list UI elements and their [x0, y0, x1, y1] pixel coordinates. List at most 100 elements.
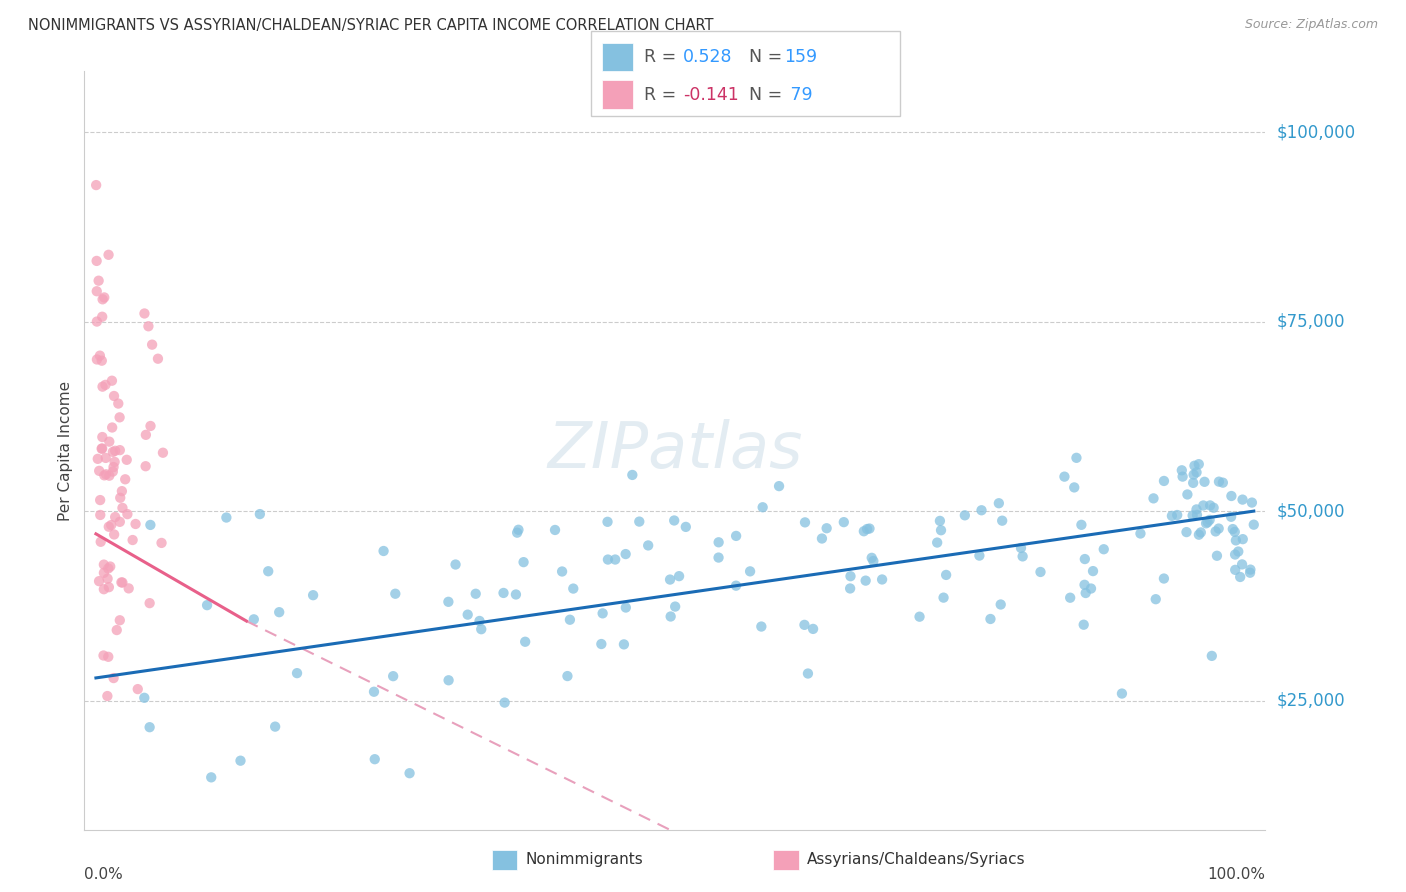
Point [1239, 563, 1261, 577]
Point [562, 582, 585, 596]
Point [364, 752, 387, 766]
Point [811, 532, 834, 546]
Point [1188, 457, 1211, 471]
Point [492, 586, 515, 600]
Point [1227, 544, 1250, 558]
Point [107, 396, 129, 410]
Point [90, 534, 112, 549]
Point [544, 523, 567, 537]
Point [139, 517, 162, 532]
Point [104, 510, 127, 524]
Point [1063, 480, 1085, 494]
Point [1129, 526, 1152, 541]
Point [794, 516, 817, 530]
Point [124, 516, 146, 531]
Point [384, 587, 406, 601]
Point [100, 518, 122, 533]
Point [108, 443, 131, 458]
Point [98, 559, 121, 574]
Point [1188, 527, 1211, 541]
Point [118, 582, 141, 596]
Point [1222, 522, 1244, 536]
Point [97, 248, 120, 262]
Point [114, 472, 136, 486]
Point [1070, 517, 1092, 532]
Point [1175, 525, 1198, 540]
Point [249, 507, 271, 521]
Point [839, 582, 862, 596]
Point [628, 515, 651, 529]
Point [91, 442, 114, 456]
Point [508, 523, 530, 537]
Point [987, 496, 1010, 510]
Point [1144, 592, 1167, 607]
Point [121, 533, 143, 547]
Point [152, 446, 174, 460]
Point [596, 552, 619, 566]
Point [664, 599, 686, 614]
Point [621, 467, 644, 482]
Point [738, 565, 761, 579]
Point [494, 696, 516, 710]
Point [929, 514, 952, 528]
Point [111, 575, 134, 590]
Point [1153, 572, 1175, 586]
Point [98, 434, 121, 449]
Point [1197, 515, 1219, 529]
Text: N =: N = [749, 48, 789, 66]
Point [1239, 566, 1261, 580]
Point [1184, 458, 1206, 473]
Text: Source: ZipAtlas.com: Source: ZipAtlas.com [1244, 18, 1378, 31]
Point [98, 468, 121, 483]
Point [1192, 499, 1215, 513]
Point [86, 284, 108, 298]
Point [135, 427, 157, 442]
Point [89, 349, 111, 363]
Text: ZIPatlas: ZIPatlas [547, 419, 803, 482]
Text: $75,000: $75,000 [1277, 312, 1346, 331]
Point [751, 500, 773, 515]
Y-axis label: Per Capita Income: Per Capita Income [58, 380, 73, 521]
Point [1160, 508, 1182, 523]
Point [605, 552, 627, 566]
Point [139, 419, 162, 434]
Text: 159: 159 [785, 48, 818, 66]
Point [468, 614, 491, 628]
Point [264, 720, 287, 734]
Point [103, 389, 125, 403]
Point [141, 337, 163, 351]
Point [110, 575, 132, 590]
Point [1011, 549, 1033, 564]
Point [215, 510, 238, 524]
Point [1053, 469, 1076, 483]
Point [1223, 524, 1246, 539]
Point [979, 612, 1001, 626]
Point [101, 445, 124, 459]
Point [749, 619, 772, 633]
Point [558, 613, 581, 627]
Point [1205, 524, 1227, 539]
Point [1182, 467, 1205, 482]
Point [150, 536, 173, 550]
Text: R =: R = [644, 86, 682, 103]
Point [94, 450, 117, 465]
Point [86, 314, 108, 328]
Point [464, 587, 486, 601]
Point [990, 598, 1012, 612]
Point [1166, 508, 1188, 522]
Point [991, 514, 1014, 528]
Point [1142, 491, 1164, 506]
Point [127, 682, 149, 697]
Point [97, 580, 120, 594]
Point [111, 484, 134, 499]
Point [613, 637, 636, 651]
Point [1074, 586, 1097, 600]
Point [970, 503, 993, 517]
Text: -0.141: -0.141 [683, 86, 740, 103]
Point [707, 535, 730, 549]
Point [637, 538, 659, 552]
Point [1243, 517, 1265, 532]
Point [1185, 508, 1208, 522]
Point [1059, 591, 1081, 605]
Point [659, 573, 682, 587]
